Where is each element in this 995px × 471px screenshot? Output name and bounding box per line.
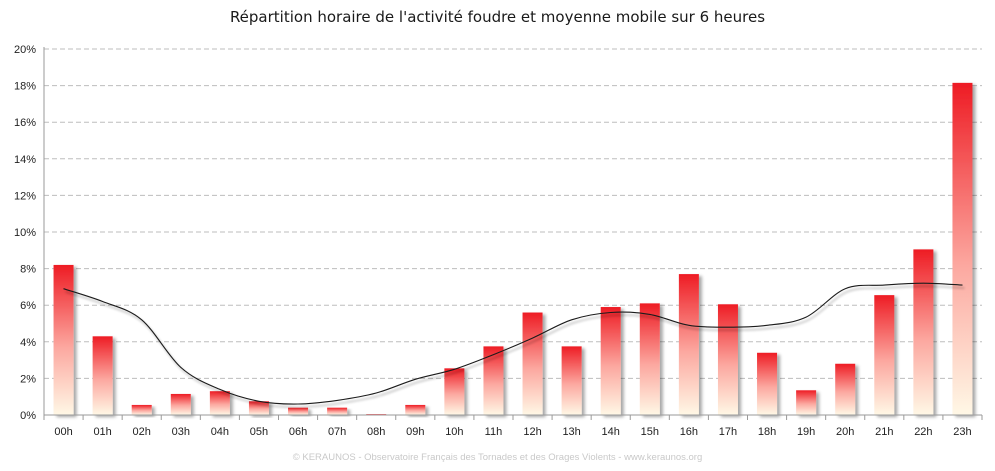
x-tick-label: 05h bbox=[250, 426, 268, 438]
y-tick-label: 16% bbox=[14, 117, 36, 129]
bar bbox=[522, 312, 543, 415]
bar bbox=[53, 264, 74, 415]
y-tick-label: 14% bbox=[14, 154, 36, 166]
y-tick-label: 8% bbox=[20, 264, 36, 276]
y-tick-label: 4% bbox=[20, 337, 36, 349]
x-tick-label: 07h bbox=[328, 426, 346, 438]
grid-layer bbox=[44, 48, 982, 379]
bar bbox=[92, 336, 113, 415]
chart-title: Répartition horaire de l'activité foudre… bbox=[229, 8, 766, 26]
bar bbox=[639, 303, 660, 415]
axis-layer bbox=[43, 47, 983, 420]
bar bbox=[248, 401, 269, 415]
bar bbox=[757, 352, 778, 415]
x-tick-label: 01h bbox=[93, 426, 111, 438]
y-tick-label: 0% bbox=[20, 410, 36, 422]
x-tick-label: 12h bbox=[523, 426, 541, 438]
x-tick-label: 03h bbox=[172, 426, 190, 438]
bar bbox=[327, 407, 348, 415]
y-tick-label: 2% bbox=[20, 373, 36, 385]
bar bbox=[717, 304, 738, 415]
footer-credit: © KERAUNOS - Observatoire Français des T… bbox=[292, 452, 703, 463]
x-tick-label: 13h bbox=[562, 426, 580, 438]
x-tick-label: 10h bbox=[445, 426, 463, 438]
x-tick-label: 22h bbox=[914, 426, 932, 438]
bar bbox=[874, 295, 895, 415]
y-tick-label: 12% bbox=[14, 190, 36, 202]
bar bbox=[444, 368, 465, 415]
x-tick-label: 00h bbox=[54, 426, 72, 438]
x-tick-label: 20h bbox=[836, 426, 854, 438]
moving-average-line bbox=[63, 282, 963, 405]
bar bbox=[561, 346, 582, 415]
x-tick-label: 15h bbox=[641, 426, 659, 438]
y-tick-label: 10% bbox=[14, 227, 36, 239]
x-tick-label: 08h bbox=[367, 426, 385, 438]
labels-layer: 0% 2% 4% 6% 8% 10% 12% 14% 16% 18% 20% 00h 01h 02h 03h… bbox=[14, 44, 972, 438]
bar bbox=[483, 346, 504, 415]
bars-layer bbox=[53, 82, 973, 415]
x-tick-label: 02h bbox=[133, 426, 151, 438]
bar bbox=[913, 249, 934, 415]
x-tick-label: 09h bbox=[406, 426, 424, 438]
x-tick-label: 11h bbox=[485, 426, 503, 438]
x-tick-label: 19h bbox=[797, 426, 815, 438]
bar bbox=[600, 307, 621, 415]
bar bbox=[678, 274, 699, 415]
x-tick-label: 06h bbox=[289, 426, 307, 438]
bar bbox=[170, 393, 191, 415]
bar bbox=[131, 404, 152, 415]
bar bbox=[952, 82, 973, 415]
y-tick-label: 18% bbox=[14, 81, 36, 93]
y-tick-label: 20% bbox=[14, 44, 36, 56]
x-tick-label: 04h bbox=[211, 426, 229, 438]
x-tick-label: 16h bbox=[680, 426, 698, 438]
y-tick-label: 6% bbox=[20, 300, 36, 312]
bar bbox=[835, 363, 856, 415]
moving-average-layer bbox=[63, 282, 963, 405]
bar bbox=[209, 391, 230, 415]
x-tick-label: 14h bbox=[602, 426, 620, 438]
bar bbox=[405, 404, 426, 415]
x-tick-label: 23h bbox=[953, 426, 971, 438]
x-tick-label: 21h bbox=[875, 426, 893, 438]
bar bbox=[288, 407, 309, 415]
x-tick-label: 17h bbox=[719, 426, 737, 438]
x-tick-label: 18h bbox=[758, 426, 776, 438]
bar bbox=[796, 390, 817, 415]
